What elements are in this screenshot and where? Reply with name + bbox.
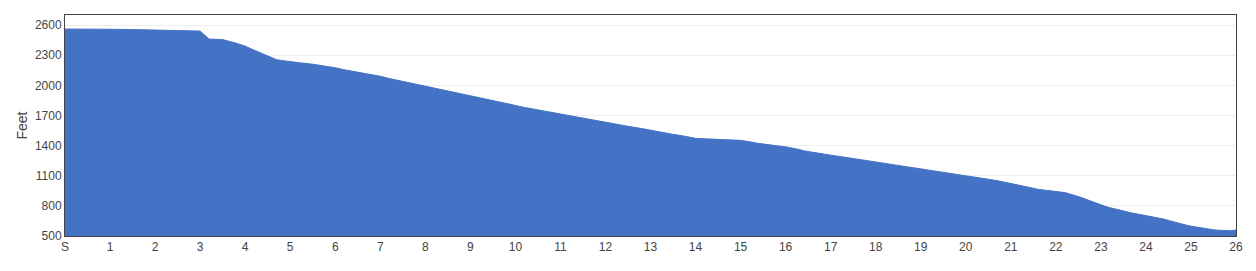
svg-text:2000: 2000 <box>35 79 62 93</box>
svg-text:20: 20 <box>959 240 973 254</box>
svg-text:10: 10 <box>509 240 523 254</box>
svg-text:21: 21 <box>1004 240 1018 254</box>
svg-text:800: 800 <box>42 199 62 213</box>
svg-text:2: 2 <box>152 240 159 254</box>
svg-text:2300: 2300 <box>35 48 62 62</box>
svg-text:1400: 1400 <box>35 139 62 153</box>
svg-text:1: 1 <box>107 240 114 254</box>
svg-text:7: 7 <box>377 240 384 254</box>
svg-text:16: 16 <box>779 240 793 254</box>
svg-text:5: 5 <box>287 240 294 254</box>
svg-text:19: 19 <box>914 240 928 254</box>
svg-text:18: 18 <box>869 240 883 254</box>
svg-text:14: 14 <box>689 240 703 254</box>
svg-text:12: 12 <box>599 240 613 254</box>
svg-text:15: 15 <box>734 240 748 254</box>
svg-text:6: 6 <box>332 240 339 254</box>
svg-text:9: 9 <box>467 240 474 254</box>
svg-text:24: 24 <box>1139 240 1153 254</box>
svg-text:1100: 1100 <box>36 169 62 183</box>
svg-text:4: 4 <box>242 240 249 254</box>
svg-text:11: 11 <box>554 240 567 254</box>
svg-text:S: S <box>61 240 69 254</box>
svg-text:23: 23 <box>1094 240 1108 254</box>
svg-text:1700: 1700 <box>35 109 62 123</box>
svg-text:17: 17 <box>824 240 838 254</box>
svg-text:26: 26 <box>1229 240 1243 254</box>
svg-text:2600: 2600 <box>35 18 62 32</box>
svg-text:8: 8 <box>422 240 429 254</box>
svg-text:22: 22 <box>1049 240 1063 254</box>
svg-text:Feet: Feet <box>14 111 30 139</box>
svg-text:25: 25 <box>1184 240 1198 254</box>
svg-text:500: 500 <box>42 229 62 243</box>
svg-text:13: 13 <box>644 240 658 254</box>
svg-text:3: 3 <box>197 240 204 254</box>
